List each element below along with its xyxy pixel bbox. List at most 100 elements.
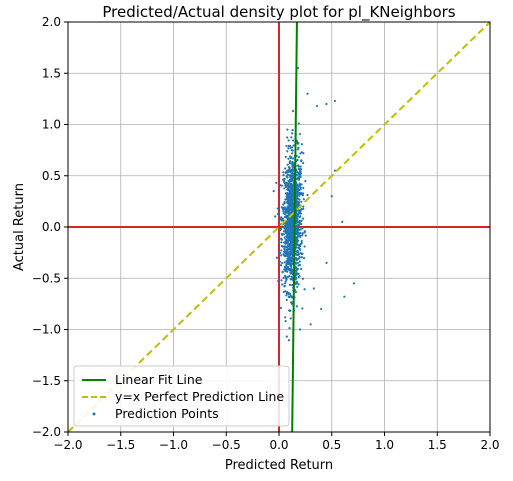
prediction-point <box>296 285 299 288</box>
prediction-point <box>298 219 302 222</box>
y-tick-label: −1.0 <box>32 323 61 337</box>
prediction-point <box>280 249 283 252</box>
prediction-point <box>291 201 294 205</box>
prediction-point <box>300 219 303 222</box>
prediction-point <box>302 152 305 155</box>
prediction-point <box>285 192 288 195</box>
prediction-point <box>296 200 299 203</box>
prediction-point <box>284 280 287 283</box>
prediction-point <box>289 250 292 253</box>
legend: Linear Fit Line y=x Perfect Prediction L… <box>73 365 290 427</box>
prediction-point <box>295 224 299 227</box>
prediction-point <box>299 185 302 189</box>
prediction-point <box>285 195 288 198</box>
prediction-point <box>282 178 285 181</box>
prediction-point <box>283 206 286 209</box>
prediction-point <box>286 258 290 261</box>
prediction-point <box>289 174 293 177</box>
prediction-point <box>278 186 281 189</box>
legend-label-linear-fit: Linear Fit Line <box>115 372 203 387</box>
prediction-point <box>289 243 292 246</box>
y-axis-label: Actual Return <box>12 183 27 271</box>
prediction-point <box>287 182 291 185</box>
prediction-point <box>300 151 303 154</box>
prediction-point <box>277 279 280 283</box>
prediction-point <box>294 276 297 279</box>
prediction-point <box>298 182 301 185</box>
prediction-point <box>297 165 300 168</box>
prediction-point <box>280 241 283 244</box>
prediction-point <box>288 169 291 172</box>
prediction-point <box>287 199 290 202</box>
prediction-point <box>299 175 302 178</box>
prediction-point <box>281 206 284 209</box>
prediction-point <box>299 212 302 215</box>
prediction-point <box>297 155 301 159</box>
prediction-point <box>283 248 286 252</box>
prediction-point <box>294 278 297 281</box>
prediction-point-outlier <box>312 287 315 290</box>
prediction-point <box>275 181 278 184</box>
prediction-point <box>284 198 287 201</box>
prediction-point <box>288 161 291 164</box>
prediction-point <box>283 261 286 264</box>
prediction-point-outlier <box>315 104 319 108</box>
x-axis-label: Predicted Return <box>225 458 333 473</box>
prediction-point <box>282 171 285 174</box>
prediction-point <box>282 276 285 279</box>
prediction-point-outlier <box>309 323 312 326</box>
prediction-point <box>289 294 292 298</box>
prediction-point <box>304 180 307 183</box>
legend-swatch-prediction-points <box>92 412 96 416</box>
prediction-point <box>301 227 304 230</box>
prediction-point <box>291 230 294 233</box>
prediction-point <box>299 168 302 171</box>
prediction-point <box>291 132 294 135</box>
prediction-point-outlier <box>352 282 355 285</box>
prediction-point <box>290 189 293 192</box>
prediction-point <box>290 204 294 207</box>
prediction-point <box>280 254 283 257</box>
prediction-point <box>290 149 293 152</box>
x-tick-label: 2.0 <box>480 438 499 452</box>
prediction-point <box>296 253 300 257</box>
prediction-point <box>303 288 306 291</box>
prediction-point <box>288 283 292 286</box>
prediction-point <box>302 186 305 190</box>
prediction-point <box>291 207 295 211</box>
prediction-point <box>284 167 287 170</box>
prediction-point <box>292 157 295 160</box>
prediction-point <box>295 305 299 308</box>
prediction-point <box>290 146 294 149</box>
prediction-point <box>286 150 289 153</box>
y-axis-ticks: −2.0 −1.5 −1.0 −0.5 0.0 0.5 1.0 1.5 2.0 <box>32 15 68 439</box>
prediction-point <box>284 267 288 270</box>
prediction-point <box>299 245 302 248</box>
prediction-point <box>288 256 292 259</box>
prediction-point <box>291 139 295 142</box>
prediction-point <box>300 200 303 203</box>
prediction-point <box>284 282 287 285</box>
prediction-point <box>281 261 284 265</box>
prediction-point <box>299 188 302 191</box>
prediction-point <box>287 157 290 160</box>
x-axis-ticks: −2.0 −1.5 −1.0 −0.5 0.0 0.5 1.0 1.5 2.0 <box>53 432 500 452</box>
prediction-point-outlier <box>343 295 346 298</box>
prediction-point <box>295 221 298 225</box>
prediction-point <box>295 272 299 275</box>
prediction-point <box>301 232 304 235</box>
prediction-point-outlier <box>341 220 344 223</box>
prediction-point <box>301 307 304 310</box>
prediction-point <box>284 155 287 159</box>
prediction-point <box>280 279 283 282</box>
prediction-point <box>285 184 288 187</box>
prediction-point <box>287 193 290 196</box>
prediction-point <box>288 235 291 238</box>
prediction-point <box>292 173 295 177</box>
prediction-point <box>287 202 290 205</box>
prediction-point <box>288 327 291 330</box>
prediction-point <box>288 263 292 266</box>
prediction-point <box>287 147 290 150</box>
prediction-point <box>279 227 283 230</box>
prediction-point <box>287 247 291 251</box>
